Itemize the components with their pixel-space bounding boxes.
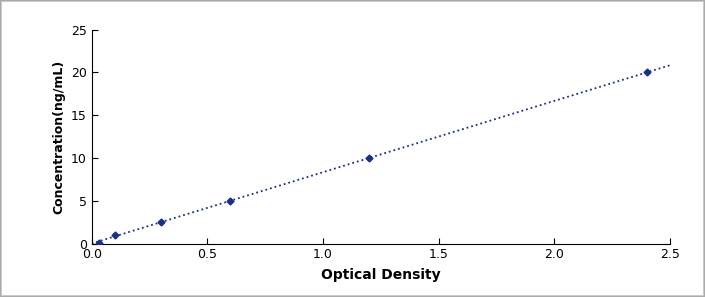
X-axis label: Optical Density: Optical Density bbox=[321, 268, 441, 282]
Y-axis label: Concentration(ng/mL): Concentration(ng/mL) bbox=[52, 59, 66, 214]
